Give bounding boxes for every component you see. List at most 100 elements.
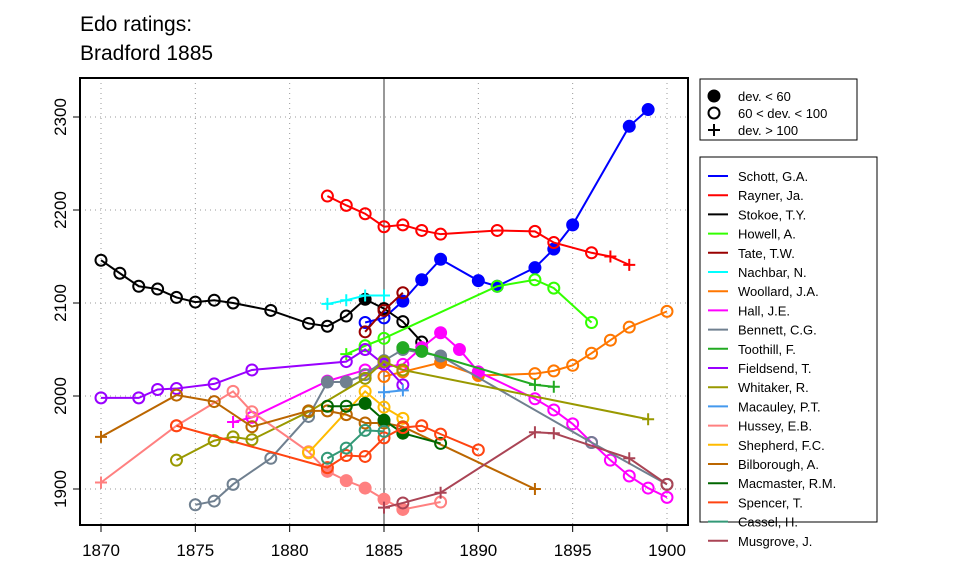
series-musgrove-j [378, 426, 674, 514]
data-point [169, 290, 183, 304]
data-point [566, 218, 580, 232]
series-howell-a [340, 273, 599, 361]
data-point [415, 273, 429, 287]
legend-label: Toothill, F. [738, 342, 796, 357]
data-point [622, 119, 636, 133]
data-point [207, 494, 221, 508]
data-point [340, 348, 353, 361]
data-point [264, 303, 278, 317]
data-point [471, 274, 485, 288]
data-point [471, 443, 485, 457]
series-line [176, 424, 479, 469]
data-point [528, 426, 541, 439]
legend-label: Cassel, H. [738, 515, 798, 530]
legend-label: Hussey, E.B. [738, 419, 812, 434]
data-point [320, 189, 334, 203]
data-point [490, 279, 504, 293]
x-tick-label: 1880 [271, 541, 309, 560]
data-point [358, 384, 372, 398]
data-point [339, 474, 353, 488]
series-line [402, 346, 554, 388]
data-point [622, 320, 636, 334]
data-point [207, 377, 221, 391]
marker-legend-label: dev. > 100 [738, 123, 798, 138]
data-point [245, 405, 259, 419]
data-point [396, 341, 410, 355]
y-tick-label: 2200 [51, 191, 70, 229]
y-tick-label: 2100 [51, 284, 70, 322]
data-point [641, 103, 655, 117]
legend-label: Tate, T.W. [738, 246, 795, 261]
series-macauley-p-t [378, 384, 409, 399]
series-line [232, 331, 668, 499]
data-point [339, 399, 353, 413]
data-point [358, 416, 372, 430]
data-point [377, 413, 391, 427]
data-point [528, 392, 542, 406]
data-point [642, 413, 655, 426]
series-spencer-t [169, 419, 485, 475]
data-point [377, 424, 391, 438]
data-point [169, 419, 183, 433]
data-point [226, 296, 240, 310]
data-point [358, 343, 372, 356]
data-point [415, 344, 429, 358]
data-point [207, 395, 221, 409]
data-point [396, 421, 410, 435]
legend-marker-plus [708, 124, 720, 136]
data-point [320, 319, 334, 333]
data-point [358, 396, 372, 410]
data-point [358, 316, 372, 330]
series-line [326, 429, 385, 460]
data-point [378, 289, 390, 302]
legend-label: Spencer, T. [738, 495, 803, 510]
data-point [434, 436, 448, 450]
data-point [95, 476, 107, 489]
data-point [358, 325, 372, 339]
data-point [396, 218, 410, 232]
data-point [585, 316, 599, 330]
marker-legend-label: 60 < dev. < 100 [738, 106, 827, 121]
series-toothill-f [396, 341, 560, 393]
data-point [226, 384, 240, 398]
data-point [490, 223, 504, 237]
data-point [660, 477, 674, 491]
data-point [339, 198, 353, 212]
marker-legend: dev. < 60 60 < dev. < 100 dev. > 100 [699, 78, 858, 141]
data-point [377, 303, 391, 317]
data-point [378, 501, 390, 514]
data-point [434, 252, 448, 266]
data-point [358, 481, 372, 495]
legend-label: Nachbar, N. [738, 265, 807, 280]
x-tick-label: 1890 [459, 541, 497, 560]
data-point [169, 453, 183, 467]
data-point [547, 236, 561, 250]
data-point [226, 477, 240, 491]
series-line [327, 294, 384, 305]
series-line [383, 310, 668, 378]
data-point [113, 266, 127, 280]
data-point [358, 339, 372, 353]
legend-label: Shepherd, F.C. [738, 438, 825, 453]
data-point [434, 427, 448, 441]
x-tick-label: 1895 [554, 541, 592, 560]
data-point [660, 490, 674, 504]
data-point [528, 261, 542, 275]
y-tick-label: 2300 [51, 98, 70, 136]
data-point [396, 286, 410, 300]
data-point [132, 279, 146, 293]
data-point [547, 281, 561, 295]
data-point [339, 449, 353, 463]
data-point [245, 420, 259, 434]
legend-label: Howell, A. [738, 227, 796, 242]
data-point [339, 375, 353, 389]
legend-label: Bennett, C.G. [738, 323, 817, 338]
data-point [623, 258, 636, 271]
data-point [340, 294, 353, 307]
series-nachbar-n [321, 289, 390, 310]
data-point [566, 358, 580, 372]
legend-label: Stokoe, T.Y. [738, 207, 806, 222]
data-point [641, 481, 655, 495]
x-tick-label: 1870 [82, 541, 120, 560]
